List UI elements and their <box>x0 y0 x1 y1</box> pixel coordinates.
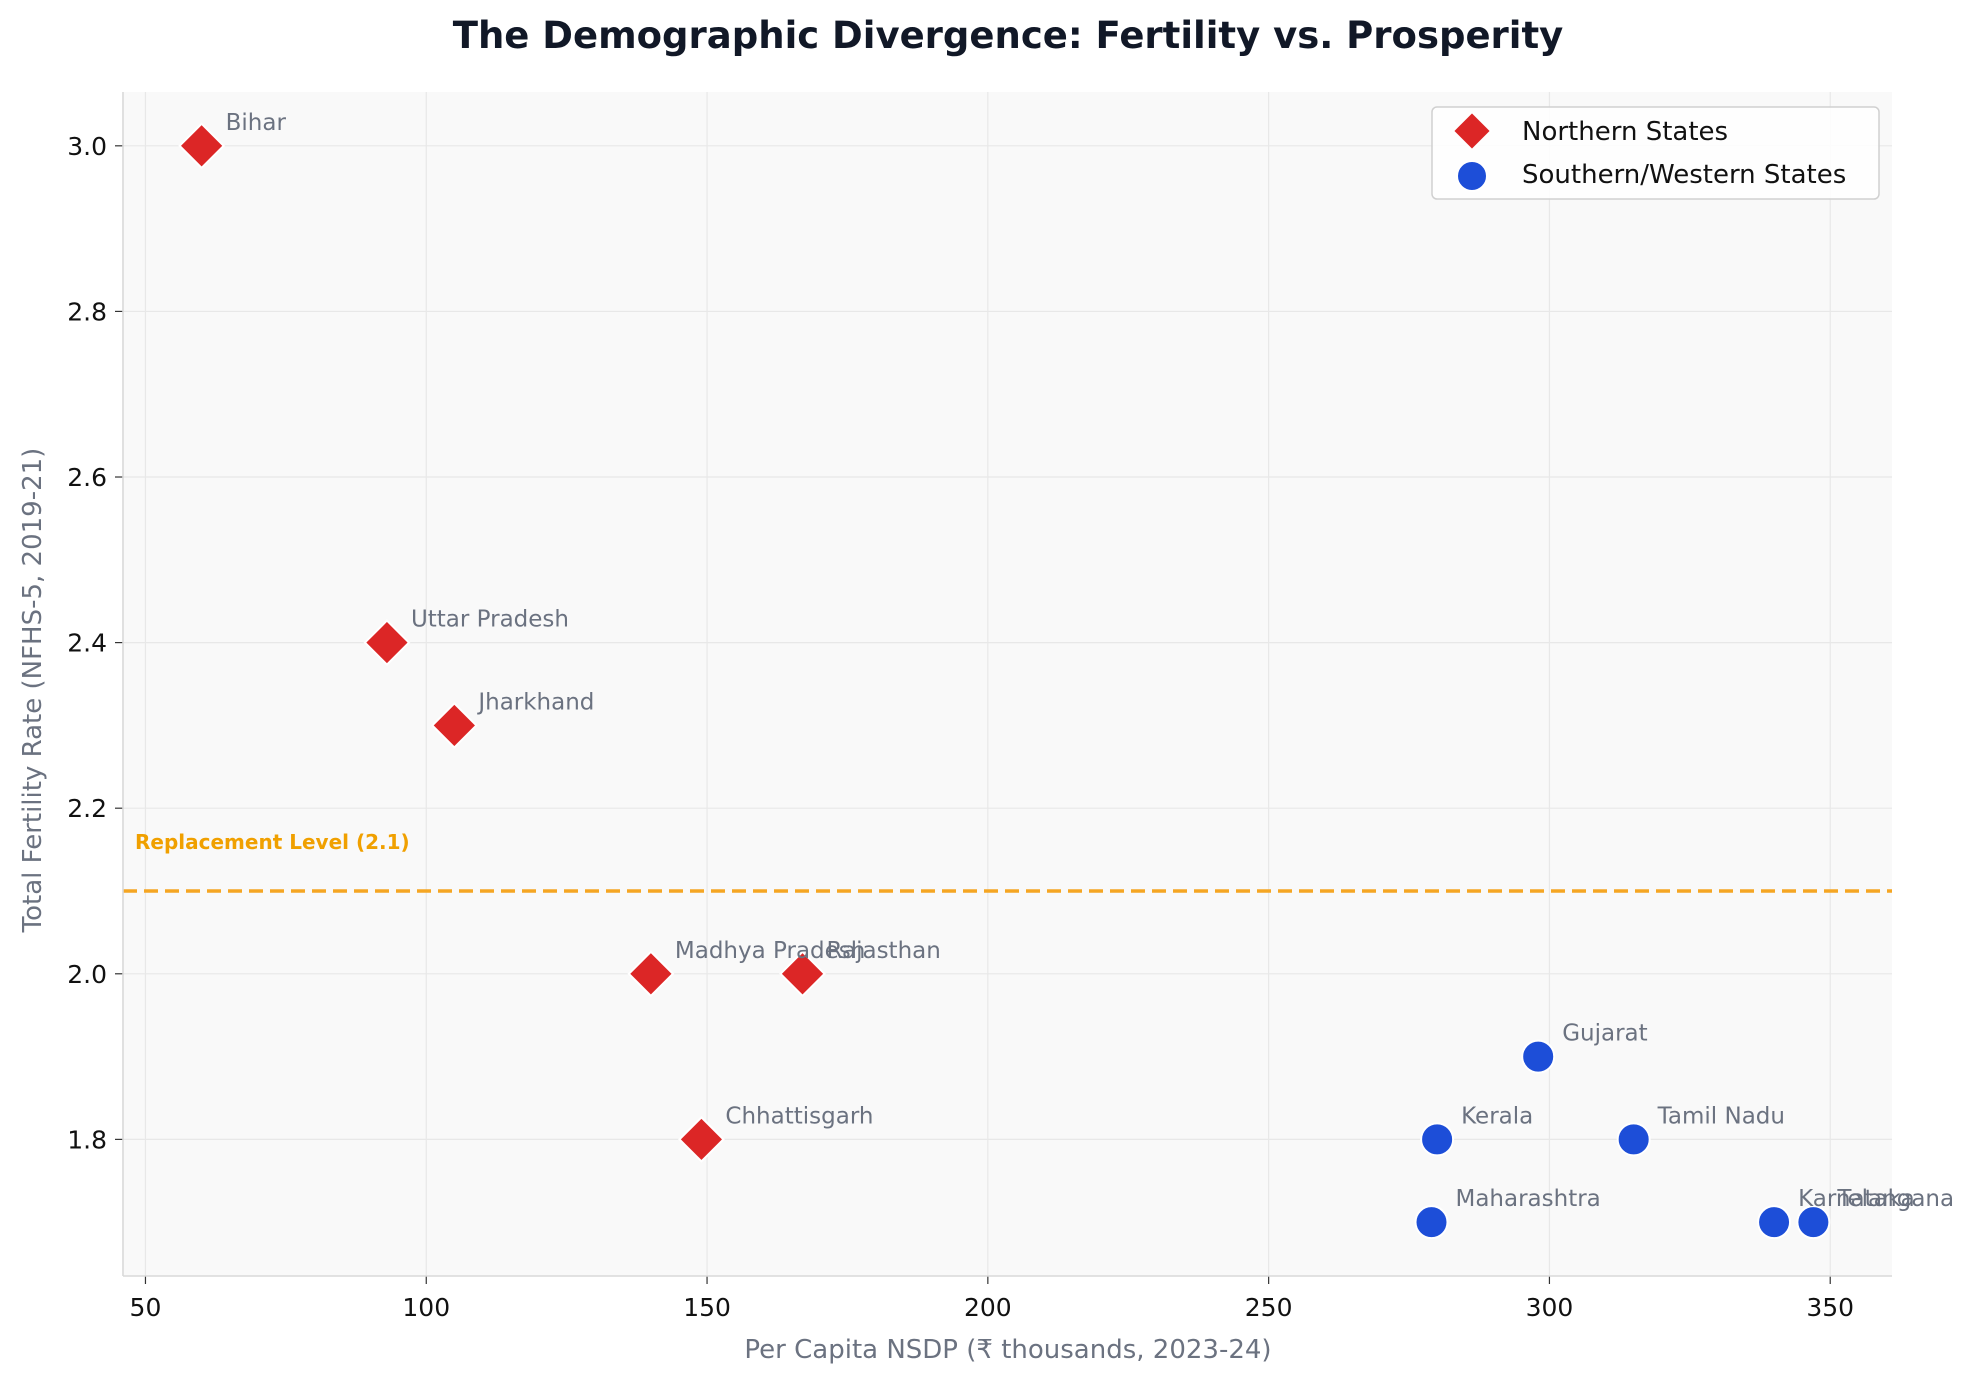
point-label: Rajasthan <box>827 938 941 964</box>
point-label: Chhattisgarh <box>725 1103 873 1129</box>
x-tick-label: 100 <box>402 1293 450 1322</box>
point-labels: Bihar Uttar Pradesh Jharkhand Madhya Prades… <box>226 110 1954 1212</box>
point-label: Kerala <box>1461 1103 1533 1129</box>
x-tick-label: 350 <box>1806 1293 1854 1322</box>
diamond-marker <box>178 122 226 170</box>
y-tick-label: 2.4 <box>67 629 107 658</box>
y-tick-label: 2.8 <box>67 297 107 326</box>
x-tick-label: 200 <box>964 1293 1012 1322</box>
point-label: Uttar Pradesh <box>411 607 569 633</box>
point-label: Maharashtra <box>1455 1186 1600 1212</box>
diamond-marker <box>779 950 826 998</box>
y-axis-label: Total Fertility Rate (NFHS-5, 2019-21) <box>18 448 48 934</box>
circle-marker <box>1420 1122 1455 1157</box>
diamond-marker <box>627 950 675 998</box>
circle-marker <box>1796 1205 1831 1240</box>
point-label: Madhya Pradesh <box>675 938 865 964</box>
y-tick-label: 2.0 <box>67 960 107 989</box>
y-tick-label: 1.8 <box>67 1125 107 1154</box>
y-tick-label: 2.2 <box>67 794 107 823</box>
x-tick-label: 150 <box>683 1293 731 1322</box>
point-label: Telangana <box>1836 1186 1954 1212</box>
legend-entry-label: Southern/Western States <box>1522 160 1846 190</box>
axes: 50 100 150 200 250 300 350 1.8 2.0 2.2 2.4 2.6 2.8 3.… <box>67 92 1892 1322</box>
circle-marker <box>1414 1205 1449 1240</box>
x-axis-label: Per Capita NSDP (₹ thousands, 2023-24) <box>744 1335 1271 1365</box>
circle-marker <box>1757 1205 1792 1240</box>
y-tick-label: 2.6 <box>67 463 107 492</box>
x-tick-label: 300 <box>1526 1293 1574 1322</box>
point-label: Jharkhand <box>476 689 594 715</box>
diamond-marker <box>430 701 478 749</box>
chart-title: The Demographic Divergence: Fertility vs… <box>453 14 1564 57</box>
circle-marker <box>1616 1122 1651 1157</box>
legend-entry-label: Northern States <box>1522 117 1728 147</box>
legend-box <box>1431 106 1880 200</box>
plot-area <box>123 92 1892 1276</box>
point-label: Gujarat <box>1562 1021 1647 1047</box>
legend: Northern States Southern/Western States <box>1431 106 1880 200</box>
replacement-level-label: Replacement Level (2.1) <box>135 830 410 854</box>
diamond-marker <box>363 619 411 667</box>
point-label: Tamil Nadu <box>1657 1103 1785 1129</box>
reference-line-group: Replacement Level (2.1) <box>123 830 1892 893</box>
x-tick-label: 50 <box>130 1293 162 1322</box>
point-label: Karnataka <box>1798 1186 1915 1212</box>
x-tick-label: 250 <box>1245 1293 1293 1322</box>
diamond-marker <box>678 1115 725 1163</box>
legend-diamond-marker <box>1451 110 1493 152</box>
circle-marker <box>1521 1039 1556 1074</box>
data-points <box>178 122 1831 1240</box>
legend-circle-marker <box>1456 160 1488 192</box>
point-label: Bihar <box>226 110 287 136</box>
y-tick-label: 3.0 <box>67 132 107 161</box>
